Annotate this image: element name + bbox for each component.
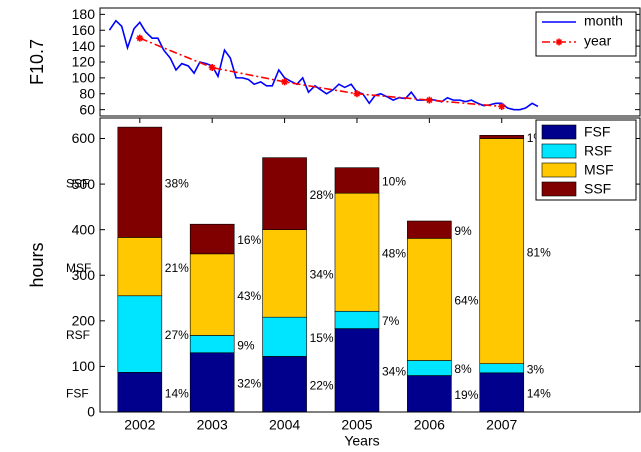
percent-label: 21% xyxy=(165,261,189,275)
y-axis-label: hours xyxy=(27,242,47,287)
data-marker xyxy=(425,96,433,104)
bar-segment xyxy=(479,363,525,374)
bar-segment xyxy=(407,220,452,239)
data-marker xyxy=(281,78,289,86)
legend-swatch xyxy=(541,143,577,159)
percent-label: 7% xyxy=(382,314,400,328)
percent-label: 43% xyxy=(237,289,261,303)
percent-label: 32% xyxy=(237,377,261,391)
legend-label: SSF xyxy=(584,181,611,197)
y-axis-label: F10.7 xyxy=(27,39,47,85)
legend-marker xyxy=(555,38,563,46)
legend-label: RSF xyxy=(584,143,612,159)
y-tick-label: 600 xyxy=(72,130,96,146)
percent-label: 34% xyxy=(382,364,406,378)
bar-segment xyxy=(117,126,163,238)
bar-segment xyxy=(189,352,235,413)
bar-segment xyxy=(334,167,380,194)
segment-name: FSF xyxy=(66,386,89,400)
legend-label: FSF xyxy=(584,124,610,140)
data-marker xyxy=(208,64,216,72)
percent-label: 9% xyxy=(237,338,255,352)
data-line xyxy=(139,37,502,108)
x-tick-label: 2005 xyxy=(341,417,372,433)
legend-label: year xyxy=(584,33,612,49)
percent-label: 3% xyxy=(527,362,545,376)
y-tick-label: 60 xyxy=(79,101,95,117)
bar-segment xyxy=(407,375,452,413)
segment-name: SSF xyxy=(66,176,89,190)
x-tick-label: 2004 xyxy=(269,417,300,433)
percent-label: 15% xyxy=(310,331,334,345)
bar-segment xyxy=(117,295,163,373)
percent-label: 22% xyxy=(310,378,334,392)
data-marker xyxy=(136,34,144,42)
percent-label: 9% xyxy=(454,224,472,238)
data-line xyxy=(108,19,539,111)
axes-box xyxy=(99,117,641,413)
y-tick-label: 100 xyxy=(72,70,96,86)
bar-segment xyxy=(189,253,235,336)
legend-box xyxy=(535,11,637,57)
x-tick-label: 2002 xyxy=(124,417,155,433)
y-tick-label: 120 xyxy=(72,54,96,70)
bar-segment xyxy=(262,157,307,230)
percent-label: 38% xyxy=(165,176,189,190)
legend-swatch xyxy=(541,124,577,140)
percent-label: 81% xyxy=(527,245,551,259)
bar-segment xyxy=(117,237,163,297)
bar-segment xyxy=(334,310,380,329)
x-tick-label: 2006 xyxy=(414,417,445,433)
y-tick-label: 80 xyxy=(79,85,95,101)
y-tick-label: 160 xyxy=(72,22,96,38)
y-tick-label: 100 xyxy=(72,358,96,374)
percent-label: 48% xyxy=(382,246,406,260)
y-tick-label: 0 xyxy=(87,404,95,420)
data-marker xyxy=(498,102,506,110)
x-tick-label: 2003 xyxy=(197,417,228,433)
legend-label: MSF xyxy=(584,162,614,178)
y-tick-label: 200 xyxy=(72,313,96,329)
percent-label: 14% xyxy=(527,387,551,401)
bar-segment xyxy=(334,328,380,413)
percent-label: 64% xyxy=(454,294,478,308)
segment-name: RSF xyxy=(66,328,90,342)
percent-label: 16% xyxy=(237,233,261,247)
data-marker xyxy=(353,90,361,98)
y-tick-label: 180 xyxy=(72,6,96,22)
segment-name: MSF xyxy=(66,261,91,275)
bar-segment xyxy=(479,135,525,139)
bar-segment xyxy=(334,192,380,312)
bar-segment xyxy=(479,138,525,364)
y-tick-label: 300 xyxy=(72,267,96,283)
legend-swatch xyxy=(541,162,577,178)
percent-label: 10% xyxy=(382,175,406,189)
y-tick-label: 500 xyxy=(72,176,96,192)
percent-label: 14% xyxy=(165,386,189,400)
percent-label: 19% xyxy=(454,388,478,402)
bar-segment xyxy=(407,360,452,376)
bar-segment xyxy=(262,316,307,357)
y-tick-label: 400 xyxy=(72,221,96,237)
percent-label: 34% xyxy=(310,268,334,282)
bar-segment xyxy=(479,372,525,413)
legend-swatch xyxy=(541,181,577,197)
x-axis-label: Years xyxy=(344,433,379,449)
bar-segment xyxy=(189,223,235,255)
bar-segment xyxy=(407,238,452,361)
bar-segment xyxy=(117,372,163,413)
percent-label: 27% xyxy=(165,328,189,342)
percent-label: 28% xyxy=(310,188,334,202)
legend-label: month xyxy=(584,13,623,29)
bar-segment xyxy=(189,335,235,354)
x-tick-label: 2007 xyxy=(486,417,517,433)
percent-label: 8% xyxy=(454,362,472,376)
y-tick-label: 140 xyxy=(72,38,96,54)
bar-segment xyxy=(262,229,307,318)
axes-box xyxy=(99,7,641,117)
bar-segment xyxy=(262,356,307,413)
